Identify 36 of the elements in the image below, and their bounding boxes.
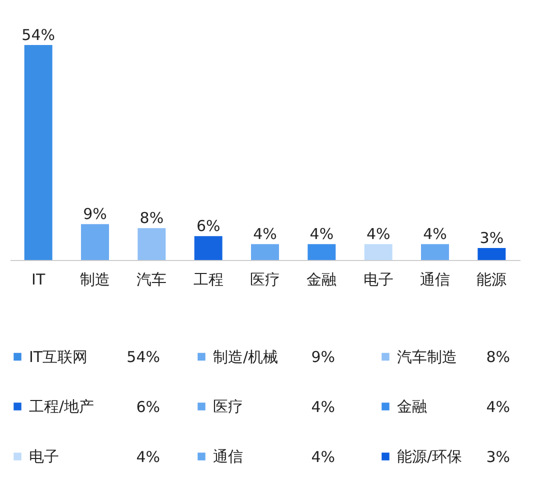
text: 54% <box>126 348 160 366</box>
data-label: 54% <box>22 26 56 44</box>
x-tick-label: 金融 <box>306 270 337 288</box>
x-tick-label: 电子 <box>363 270 394 288</box>
x-tick-label: 能源 <box>476 270 507 288</box>
data-label: 8% <box>140 209 164 228</box>
text: 4% <box>486 398 510 416</box>
data-label: 4% <box>423 225 447 244</box>
text: 6% <box>136 398 160 416</box>
text: 4% <box>136 448 160 466</box>
legend-label: 工程/地产 <box>29 398 94 416</box>
data-label: 4% <box>310 225 334 244</box>
legend-label: 制造/机械 <box>213 348 278 366</box>
legend-label: 能源/环保 <box>397 448 462 466</box>
x-tick-label: 医疗 <box>250 270 280 288</box>
data-label: 9% <box>83 205 107 224</box>
legend-label: IT互联网 <box>29 348 88 366</box>
x-tick-label: 制造 <box>80 270 110 288</box>
legend-label: 汽车制造 <box>397 348 457 366</box>
x-tick-label: 通信 <box>420 270 450 288</box>
data-label: 3% <box>480 229 504 248</box>
x-tick-label: 汽车 <box>136 270 167 288</box>
legend-label: 通信 <box>213 448 243 466</box>
x-tick-label: 工程 <box>193 270 224 288</box>
text: 4% <box>311 398 335 416</box>
legend-label: 金融 <box>397 398 427 416</box>
legend-label: 医疗 <box>213 398 243 416</box>
x-tick-label: IT <box>32 270 46 288</box>
data-label: 6% <box>196 217 220 236</box>
text: 3% <box>486 448 510 466</box>
legend-label: 电子 <box>29 448 59 466</box>
text: 4% <box>311 448 335 466</box>
data-label: 4% <box>366 225 390 244</box>
text: 9% <box>311 348 335 366</box>
data-label: 4% <box>253 225 277 244</box>
text: 8% <box>486 348 510 366</box>
